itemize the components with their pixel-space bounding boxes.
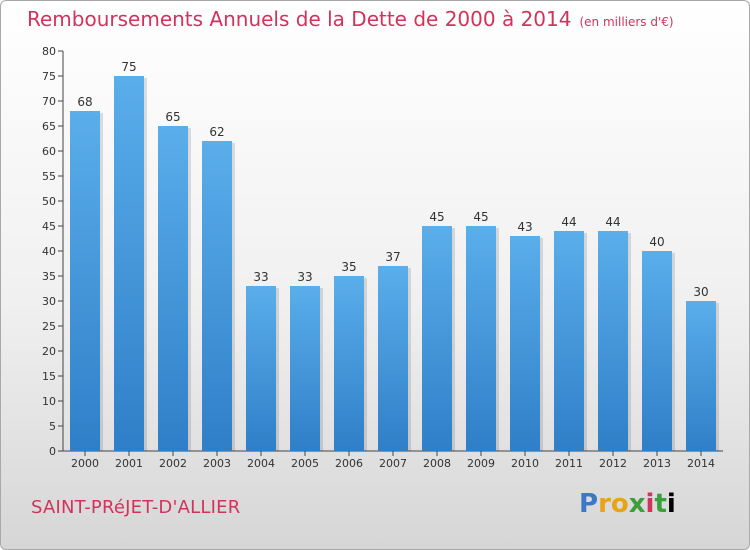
y-tick-label: 35 bbox=[42, 270, 56, 283]
bar bbox=[598, 231, 628, 451]
y-tick-label: 70 bbox=[42, 95, 56, 108]
proxiti-logo: Proxiti bbox=[579, 489, 676, 519]
bar bbox=[114, 76, 144, 451]
bar bbox=[466, 226, 496, 451]
y-tick-label: 40 bbox=[42, 245, 56, 258]
bar-value-label: 43 bbox=[517, 220, 532, 234]
logo-letter: P bbox=[579, 489, 599, 519]
y-tick-label: 55 bbox=[42, 170, 56, 183]
x-tick-label: 2003 bbox=[203, 457, 231, 470]
bar bbox=[422, 226, 452, 451]
y-tick-label: 75 bbox=[42, 70, 56, 83]
bar bbox=[202, 141, 232, 451]
y-tick-label: 15 bbox=[42, 370, 56, 383]
y-tick-label: 50 bbox=[42, 195, 56, 208]
bar bbox=[554, 231, 584, 451]
logo-letter: r bbox=[598, 489, 611, 519]
logo-letter: t bbox=[654, 489, 667, 519]
x-tick-label: 2005 bbox=[291, 457, 319, 470]
y-tick-label: 25 bbox=[42, 320, 56, 333]
chart-unit: (en milliers d'€) bbox=[579, 15, 674, 29]
logo-letter: x bbox=[628, 489, 646, 519]
bar bbox=[334, 276, 364, 451]
bar bbox=[246, 286, 276, 451]
y-tick-label: 20 bbox=[42, 345, 56, 358]
logo-letter: o bbox=[610, 489, 629, 519]
y-tick-label: 0 bbox=[49, 445, 56, 458]
bar bbox=[686, 301, 716, 451]
x-tick-label: 2013 bbox=[643, 457, 671, 470]
x-tick-label: 2011 bbox=[555, 457, 583, 470]
bar-value-label: 44 bbox=[605, 215, 620, 229]
x-tick-label: 2006 bbox=[335, 457, 363, 470]
x-tick-label: 2010 bbox=[511, 457, 539, 470]
bar-value-label: 65 bbox=[165, 110, 180, 124]
x-tick-label: 2000 bbox=[71, 457, 99, 470]
chart-title: Remboursements Annuels de la Dette de 20… bbox=[27, 7, 674, 31]
y-tick-label: 80 bbox=[42, 45, 56, 58]
y-tick-label: 65 bbox=[42, 120, 56, 133]
bar bbox=[158, 126, 188, 451]
bar bbox=[290, 286, 320, 451]
bar bbox=[70, 111, 100, 451]
bar-value-label: 75 bbox=[121, 60, 136, 74]
bar-value-label: 45 bbox=[429, 210, 444, 224]
x-tick-label: 2007 bbox=[379, 457, 407, 470]
bar-value-label: 33 bbox=[297, 270, 312, 284]
x-tick-label: 2002 bbox=[159, 457, 187, 470]
y-tick-label: 10 bbox=[42, 395, 56, 408]
bar-value-label: 40 bbox=[649, 235, 664, 249]
bar-value-label: 33 bbox=[253, 270, 268, 284]
bar bbox=[378, 266, 408, 451]
x-tick-label: 2009 bbox=[467, 457, 495, 470]
logo-letter: i bbox=[645, 489, 655, 519]
y-tick-label: 30 bbox=[42, 295, 56, 308]
bar-value-label: 30 bbox=[693, 285, 708, 299]
x-tick-label: 2001 bbox=[115, 457, 143, 470]
y-tick-label: 60 bbox=[42, 145, 56, 158]
bar-value-label: 68 bbox=[77, 95, 92, 109]
x-tick-label: 2014 bbox=[687, 457, 715, 470]
x-tick-label: 2004 bbox=[247, 457, 275, 470]
bar-value-label: 44 bbox=[561, 215, 576, 229]
commune-name: SAINT-PRéJET-D'ALLIER bbox=[31, 497, 241, 518]
bar-value-label: 37 bbox=[385, 250, 400, 264]
y-tick-label: 5 bbox=[49, 420, 56, 433]
bar-value-label: 45 bbox=[473, 210, 488, 224]
x-tick-label: 2008 bbox=[423, 457, 451, 470]
x-tick-label: 2012 bbox=[599, 457, 627, 470]
bar-value-label: 62 bbox=[209, 125, 224, 139]
chart-title-text: Remboursements Annuels de la Dette de 20… bbox=[27, 7, 572, 31]
y-tick-label: 45 bbox=[42, 220, 56, 233]
bar-value-label: 35 bbox=[341, 260, 356, 274]
bar bbox=[510, 236, 540, 451]
logo-letter: i bbox=[666, 489, 676, 519]
bar bbox=[642, 251, 672, 451]
